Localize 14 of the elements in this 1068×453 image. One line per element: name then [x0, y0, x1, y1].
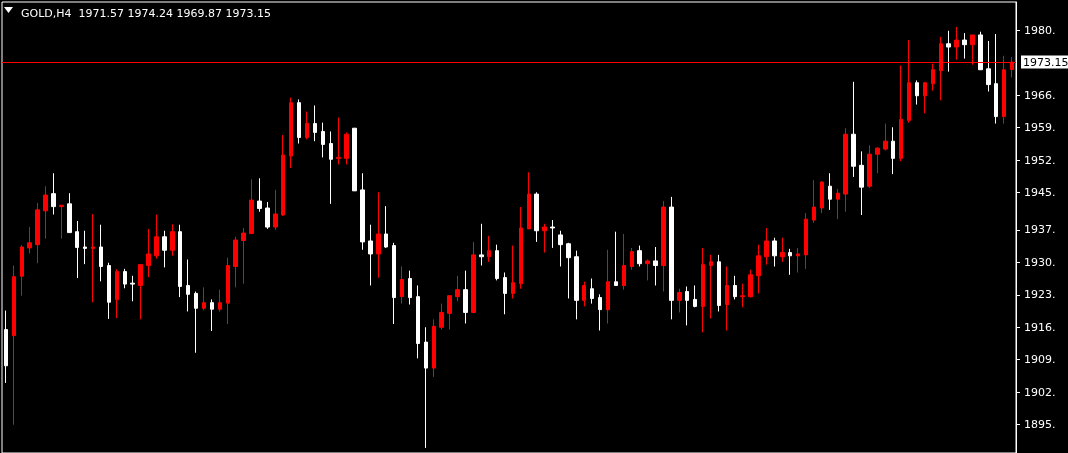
- text: GOLD,H4 1971.57 1974.24 1969.87 1973.15: [21, 7, 271, 20]
- y-tick-label: 1909.: [1024, 353, 1056, 367]
- y-tick-label: 1916.: [1024, 320, 1056, 334]
- y-tick-label: 1895.: [1024, 418, 1056, 432]
- y-tick-label: 1980.: [1024, 23, 1056, 37]
- ref-line-label: 1973.15: [1023, 55, 1068, 69]
- y-tick-label: 1930.: [1024, 255, 1056, 269]
- y-tick-label: 1923.: [1024, 288, 1056, 302]
- y-tick-label: 1966.: [1024, 88, 1056, 102]
- y-tick-label: 1902.: [1024, 385, 1056, 399]
- y-tick-label: 1945.: [1024, 186, 1056, 200]
- y-tick-label: 1952.: [1024, 153, 1056, 167]
- y-tick-label: 1959.: [1024, 121, 1056, 135]
- y-tick-label: 1937.: [1024, 223, 1056, 237]
